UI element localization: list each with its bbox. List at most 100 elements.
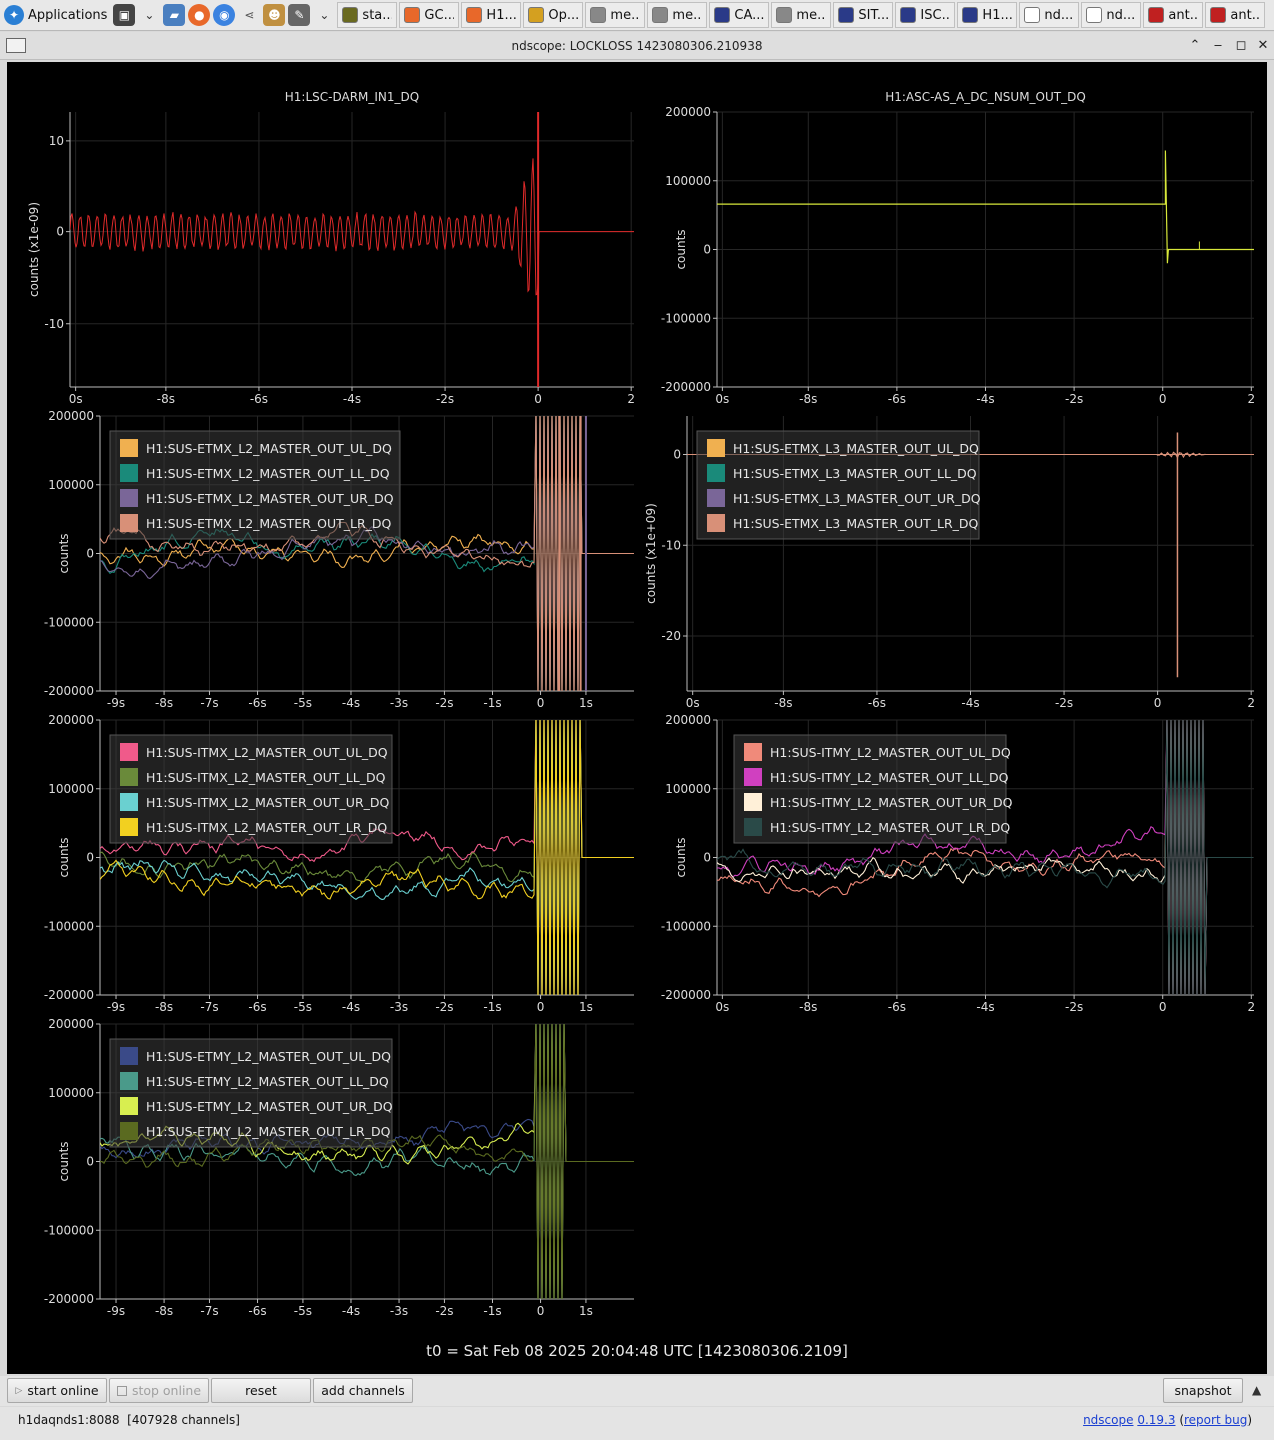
taskbar-task[interactable]: SIT... (833, 2, 894, 28)
plot-title: H1:ASC-AS_A_DC_NSUM_OUT_DQ (885, 90, 1086, 104)
reset-button[interactable]: reset (211, 1378, 311, 1403)
plot-p6[interactable]: counts 200000 100000 0 -100000 -200000 0s -8s -6… (661, 713, 1255, 1014)
y-axis-label: counts (57, 533, 71, 573)
add-channels-button[interactable]: add channels (313, 1378, 413, 1403)
taskbar-task[interactable]: CA... (709, 2, 770, 28)
expand-up-icon[interactable]: ▲ (1252, 1383, 1262, 1397)
taskbar-task[interactable]: GC... (399, 2, 460, 28)
report-bug-link[interactable]: report bug (1184, 1413, 1248, 1427)
x-tick-label: -2s (1055, 696, 1073, 710)
minimize-icon[interactable]: ‒ (1213, 37, 1223, 53)
x-tick-label: -6s (248, 1000, 266, 1014)
stop-online-label: stop online (131, 1383, 202, 1398)
snapshot-button[interactable]: snapshot (1163, 1378, 1243, 1403)
x-tick-label: -4s (343, 392, 361, 406)
window-icon (1024, 7, 1041, 23)
chevron-down-icon[interactable]: ⌄ (144, 8, 155, 22)
taskbar-task[interactable]: H1... (461, 2, 522, 28)
start-online-button[interactable]: ▷ start online (7, 1378, 107, 1403)
share-icon[interactable]: ⋖ (244, 8, 255, 22)
legend[interactable]: H1:SUS-ETMX_L2_MASTER_OUT_UL_DQ H1:SUS-ET… (109, 430, 401, 540)
x-tick-label: -4s (976, 392, 994, 406)
channel-trace (100, 720, 634, 995)
window-menu-icon[interactable] (6, 38, 26, 53)
legend[interactable]: H1:SUS-ITMY_L2_MASTER_OUT_UL_DQ H1:SUS-IT… (733, 734, 1013, 844)
legend-swatch (120, 489, 138, 507)
shade-icon[interactable]: ⌃ (1189, 37, 1201, 53)
version-info: ndscope 0.19.3 (report bug) (1083, 1413, 1252, 1427)
firefox-icon[interactable]: ● (188, 4, 211, 26)
x-tick-label: -9s (107, 1304, 125, 1318)
legend-label: H1:SUS-ETMX_L2_MASTER_OUT_LL_DQ (146, 466, 390, 481)
taskbar-task[interactable]: nd... (1081, 2, 1142, 28)
taskbar-task[interactable]: nd... (1019, 2, 1080, 28)
y-tick-label: -200000 (44, 684, 94, 698)
taskbar-task[interactable]: ISC... (895, 2, 956, 28)
taskbar-task[interactable]: ant... (1143, 2, 1204, 28)
taskbar-task[interactable]: me... (771, 2, 832, 28)
legend-swatch (744, 743, 762, 761)
task-label: CA... (734, 7, 765, 23)
plot-p7[interactable]: counts 200000 100000 0 -100000 -200000 -9s -8s -… (44, 1017, 634, 1318)
chromium-icon[interactable]: ◉ (213, 4, 236, 26)
x-tick-label: 2 (1247, 696, 1255, 710)
server-address: h1daqnds1:8088 (18, 1413, 120, 1427)
close-icon[interactable]: ✕ (1257, 37, 1269, 53)
asc-trace (717, 150, 1254, 264)
text-editor-icon[interactable]: ✎ (288, 4, 311, 26)
legend[interactable]: H1:SUS-ITMX_L2_MASTER_OUT_UL_DQ H1:SUS-IT… (109, 734, 393, 844)
task-label: me... (672, 7, 703, 23)
maximize-icon[interactable]: ◻ (1235, 37, 1247, 53)
version-link[interactable]: 0.19.3 (1137, 1413, 1176, 1427)
legend[interactable]: H1:SUS-ETMX_L3_MASTER_OUT_UL_DQ H1:SUS-ET… (696, 430, 981, 540)
users-icon[interactable]: ☻ (263, 4, 286, 26)
ndscope-link[interactable]: ndscope (1083, 1413, 1134, 1427)
x-tick-label: 0s (715, 1000, 729, 1014)
x-tick-label: -9s (107, 1000, 125, 1014)
x-tick-label: -5s (294, 1000, 312, 1014)
legend-box (109, 430, 401, 540)
taskbar-task[interactable]: Op... (523, 2, 584, 28)
x-tick-label: -7s (200, 1304, 218, 1318)
plot-p4[interactable]: counts (x1e+09) 0 -10 -20 0s -8s -6s -4s -2s 0 2 H1… (644, 416, 1255, 710)
folder-icon[interactable]: ▰ (163, 4, 186, 26)
legend-label: H1:SUS-ETMX_L2_MASTER_OUT_UR_DQ (146, 491, 394, 506)
x-tick-label: -8s (155, 1000, 173, 1014)
legend-label: H1:SUS-ETMX_L3_MASTER_OUT_UR_DQ (733, 491, 981, 506)
y-tick-label: 0 (703, 851, 711, 865)
x-tick-label: -7s (200, 1000, 218, 1014)
terminal-icon[interactable]: ▣ (113, 4, 136, 26)
traces (100, 416, 634, 691)
t0-label: t0 = Sat Feb 08 2025 20:04:48 UTC [14230… (426, 1342, 848, 1360)
plot-p5[interactable]: counts 200000 100000 0 -100000 -200000 -9s -8s -… (44, 713, 634, 1014)
taskbar-task[interactable]: me... (647, 2, 708, 28)
start-online-label: start online (27, 1383, 99, 1398)
x-tick-label: -8s (774, 696, 792, 710)
window-icon (838, 7, 855, 23)
legend-swatch (120, 1097, 138, 1115)
chevron-down-icon[interactable]: ⌄ (319, 8, 330, 22)
window-icon (342, 7, 359, 23)
legend-label: H1:SUS-ITMY_L2_MASTER_OUT_LR_DQ (770, 820, 1010, 835)
applications-menu[interactable]: ✦ Applications (0, 0, 113, 30)
taskbar-task[interactable]: H1... (957, 2, 1018, 28)
plot-p3[interactable]: counts 200000 100000 0 -100000 -200000 -9s -8s -… (44, 409, 634, 710)
legend-label: H1:SUS-ETMX_L2_MASTER_OUT_LR_DQ (146, 516, 392, 531)
legend-label: H1:SUS-ITMY_L2_MASTER_OUT_UR_DQ (770, 795, 1013, 810)
stop-online-button: stop online (109, 1378, 209, 1403)
y-tick-label: -100000 (44, 919, 94, 933)
taskbar-task[interactable]: sta... (337, 2, 398, 28)
window-icon (714, 7, 731, 23)
taskbar-task[interactable]: ant... (1205, 2, 1266, 28)
y-tick-label: -10 (44, 317, 64, 331)
taskbar-task[interactable]: me... (585, 2, 646, 28)
channel-trace (717, 720, 1253, 995)
legend-swatch (120, 743, 138, 761)
x-tick-label: -6s (888, 1000, 906, 1014)
y-tick-label: 0 (86, 1155, 94, 1169)
legend[interactable]: H1:SUS-ETMY_L2_MASTER_OUT_UL_DQ H1:SUS-ET… (109, 1038, 393, 1148)
plot-area: H1:LSC-DARM_IN1_DQ counts (x1e-09) 10 0 -10 0… (7, 62, 1267, 1374)
